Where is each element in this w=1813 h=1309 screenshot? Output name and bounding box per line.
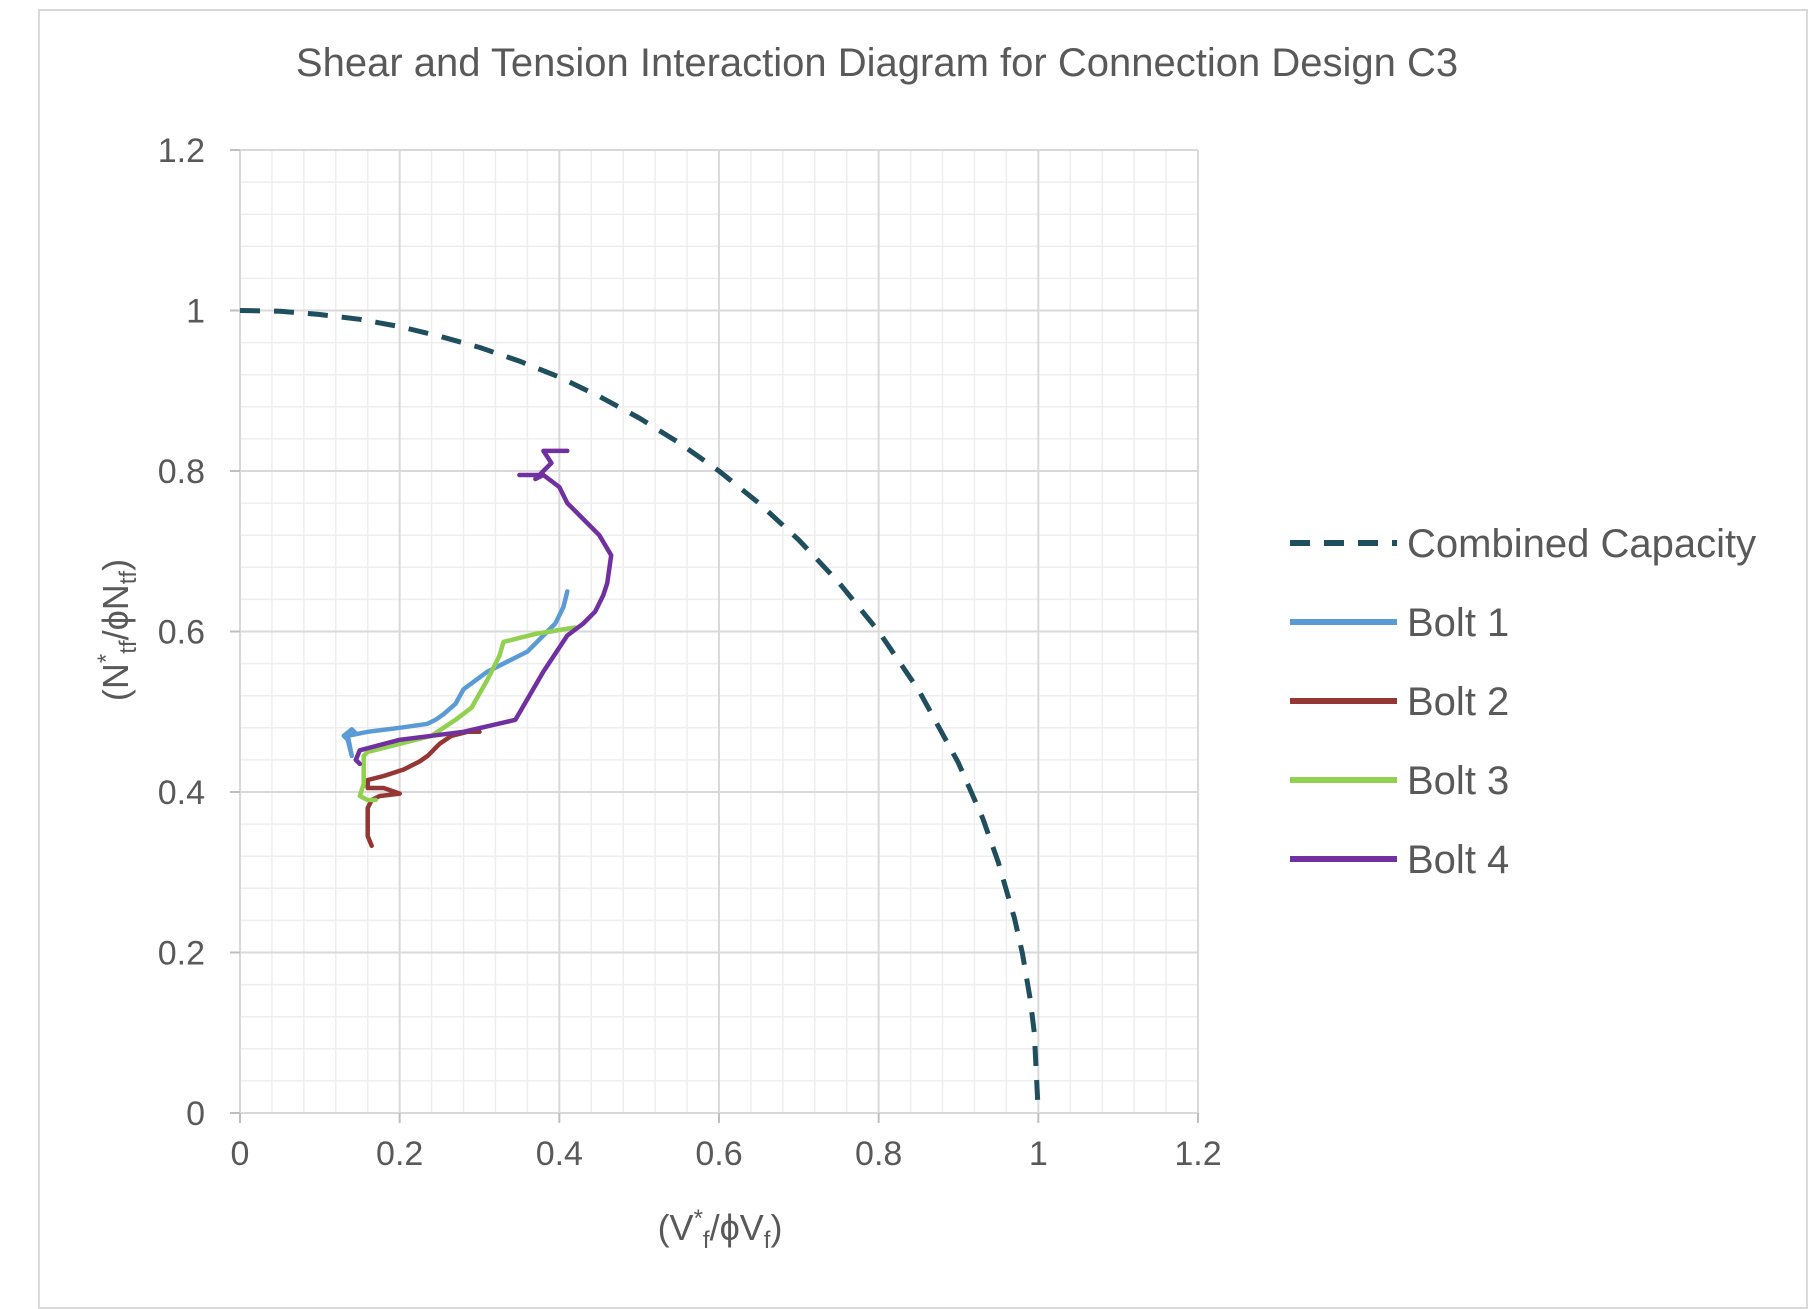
y-tick-label: 1.2: [158, 132, 205, 170]
y-axis-title-sup: *: [93, 654, 120, 663]
x-axis-ticks: 0 0.2 0.4 0.6 0.8 1 1.2: [231, 1113, 1222, 1173]
x-tick-label: 0.6: [695, 1135, 742, 1173]
chart-title: Shear and Tension Interaction Diagram fo…: [296, 41, 1458, 85]
x-axis-title-sub: f: [703, 1227, 710, 1254]
series-line-2: [365, 729, 482, 849]
x-tick-label: 1.2: [1174, 1135, 1221, 1173]
chart-frame: [38, 9, 1808, 1309]
x-axis-title-mid: /ϕV: [710, 1207, 764, 1248]
y-axis-title-sub: tf: [115, 640, 142, 654]
y-axis-title-sub2: tf: [115, 571, 142, 585]
major-grid: [239, 149, 1199, 1114]
x-tick-label: 1: [1029, 1135, 1048, 1173]
legend-label-4: Bolt 4: [1407, 838, 1509, 882]
y-axis-title: (N*tf/ϕNtf): [93, 559, 142, 701]
legend-label-0: Combined Capacity: [1407, 522, 1756, 566]
series-line-4: [353, 448, 614, 767]
x-tick-label: 0.8: [855, 1135, 902, 1173]
y-tick-label: 1: [186, 293, 205, 331]
legend: Combined Capacity Bolt 1 Bolt 2 Bolt 3 Bolt …: [1290, 522, 1756, 882]
legend-label-1: Bolt 1: [1407, 601, 1509, 645]
y-tick-label: 0: [186, 1095, 205, 1133]
series-layer: [239, 308, 1041, 1114]
x-tick-label: 0: [231, 1135, 250, 1173]
x-axis-title: (V*f/ϕVf): [658, 1205, 783, 1254]
y-axis-title-close: ): [95, 559, 136, 571]
y-tick-label: 0.6: [158, 614, 205, 652]
series-line-1: [341, 589, 570, 759]
y-axis-title-mid: /ϕN: [95, 584, 136, 640]
x-axis-title-open: (V: [658, 1207, 694, 1248]
y-axis-title-open: (N: [95, 663, 136, 701]
x-axis-title-sup: *: [694, 1205, 703, 1232]
x-axis-title-sub2: f: [764, 1227, 771, 1254]
y-axis-ticks: 0 0.2 0.4 0.6 0.8 1 1.2: [158, 132, 240, 1133]
y-tick-label: 0.8: [158, 453, 205, 491]
y-tick-label: 0.2: [158, 935, 205, 973]
y-tick-label: 0.4: [158, 774, 205, 812]
legend-label-3: Bolt 3: [1407, 759, 1509, 803]
x-axis-title-close: ): [770, 1207, 782, 1248]
series-line-0: [239, 308, 1041, 1114]
legend-label-2: Bolt 2: [1407, 680, 1509, 724]
x-tick-label: 0.4: [536, 1135, 583, 1173]
x-tick-label: 0.2: [376, 1135, 423, 1173]
